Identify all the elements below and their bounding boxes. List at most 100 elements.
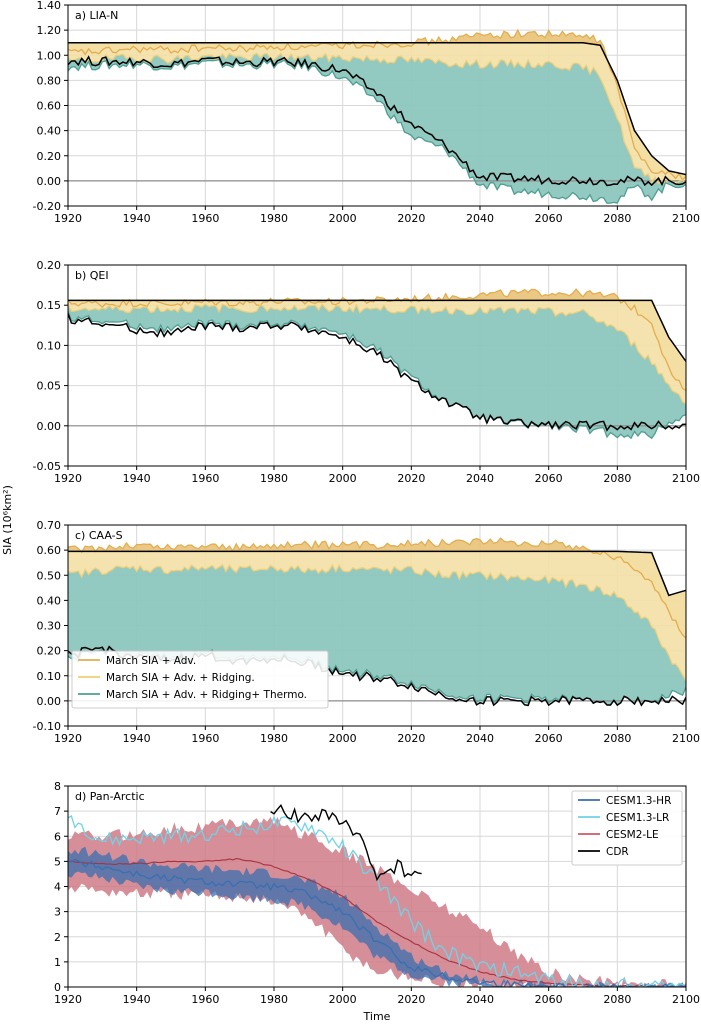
x-tick-label: 1960: [191, 212, 219, 225]
x-tick-label: 1920: [54, 993, 82, 1006]
series-line-ridging: [68, 52, 686, 186]
y-tick-label: 8: [54, 780, 61, 793]
panel-3: 1920 1940 1960 1980 2000 2020 2040 2060 2080 2100…: [54, 780, 700, 1006]
x-tick-label: 2020: [397, 993, 425, 1006]
band-thermo: [68, 303, 686, 439]
band-thermo: [68, 564, 686, 706]
series-line-adv: [68, 537, 686, 639]
x-tick-label: 1960: [191, 472, 219, 485]
y-tick-label: 0.00: [37, 695, 62, 708]
x-tick-label: 2100: [672, 993, 700, 1006]
y-tick-label: 0.60: [37, 544, 62, 557]
series-line-ridging: [68, 302, 686, 405]
y-axis-label: SIA (10⁶km²): [1, 485, 14, 555]
x-tick-label: 2060: [535, 993, 563, 1006]
band-ridging: [68, 551, 686, 681]
band-cesm13-hr: [68, 846, 686, 987]
legend-entry: CESM1.3-LR: [606, 812, 669, 824]
series-line-adv: [68, 28, 686, 182]
series-line-cdr: [270, 804, 422, 882]
panel-title: b) QEI: [75, 269, 109, 282]
x-tick-label: 1940: [123, 993, 151, 1006]
y-tick-label: 0.10: [37, 670, 62, 683]
x-tick-label: 2080: [603, 993, 631, 1006]
y-tick-label: 0: [54, 981, 61, 994]
x-tick-label: 1980: [260, 212, 288, 225]
x-tick-label: 2000: [329, 732, 357, 745]
x-tick-label: 1960: [191, 993, 219, 1006]
y-tick-label: -0.10: [33, 720, 61, 733]
y-tick-label: 0.40: [37, 594, 62, 607]
legend: CESM1.3-HR CESM1.3-LR CESM2-LE CDR: [571, 790, 683, 866]
y-tick-label: 0.00: [37, 420, 62, 433]
legend-entry: March SIA + Adv. + Ridging+ Thermo.: [106, 689, 307, 701]
x-tick-label: 2100: [672, 472, 700, 485]
x-tick-label: 1980: [260, 993, 288, 1006]
legend-entry: CDR: [606, 846, 629, 858]
x-tick-label: 2080: [603, 212, 631, 225]
y-tick-label: 0.50: [37, 569, 62, 582]
x-tick-label: 1920: [54, 212, 82, 225]
panel-title: c) CAA-S: [75, 529, 123, 542]
x-tick-label: 2100: [672, 212, 700, 225]
x-tick-label: 2000: [329, 212, 357, 225]
x-tick-label: 2080: [603, 732, 631, 745]
x-tick-label: 2100: [672, 732, 700, 745]
x-axis-label: Time: [363, 1010, 391, 1023]
series-line-max: [68, 550, 686, 597]
y-tick-label: 0.20: [37, 259, 62, 272]
x-tick-label: 2040: [466, 212, 494, 225]
y-tick-label: 0.60: [37, 100, 62, 113]
y-tick-label: 0.00: [37, 175, 62, 188]
x-tick-label: 2060: [535, 732, 563, 745]
y-tick-label: 0.30: [37, 620, 62, 633]
y-tick-label: 2: [54, 931, 61, 944]
plot-area: [68, 288, 686, 440]
y-tick-label: 0.80: [37, 74, 62, 87]
legend-entry: CESM2-LE: [606, 829, 659, 841]
y-tick-label: 3: [54, 906, 61, 919]
y-tick-label: 7: [54, 805, 61, 818]
x-tick-label: 2060: [535, 212, 563, 225]
x-tick-label: 1940: [123, 212, 151, 225]
y-tick-label: 0.40: [37, 125, 62, 138]
x-tick-label: 2020: [397, 212, 425, 225]
x-tick-label: 1960: [191, 732, 219, 745]
series-line-thermo: [68, 58, 686, 204]
x-tick-label: 1920: [54, 472, 82, 485]
x-tick-label: 2040: [466, 472, 494, 485]
x-tick-label: 2020: [397, 472, 425, 485]
legend-entry: March SIA + Adv.: [106, 655, 196, 667]
plot-area: [68, 537, 686, 707]
x-tick-label: 2020: [397, 732, 425, 745]
plot-area: [68, 28, 686, 204]
y-tick-label: 6: [54, 830, 61, 843]
y-tick-label: 0.70: [37, 519, 62, 532]
y-tick-label: 1.00: [37, 49, 62, 62]
series-line-cdr: [68, 313, 686, 432]
y-tick-label: 0.15: [37, 299, 62, 312]
legend: March SIA + Adv. March SIA + Adv. + Ridgi…: [71, 650, 329, 709]
y-tick-label: 0.20: [37, 645, 62, 658]
panel-0: 1920 1940 1960 1980 2000 2020 2040 2060 2080 2100…: [33, 0, 700, 225]
x-tick-label: 1980: [260, 472, 288, 485]
legend-entry: CESM1.3-HR: [606, 795, 671, 807]
x-tick-label: 2000: [329, 472, 357, 485]
y-tick-label: 1.40: [37, 0, 62, 12]
panel-2: 1920 1940 1960 1980 2000 2020 2040 2060 2080 2100…: [33, 519, 700, 745]
band-ridging: [68, 300, 686, 404]
y-tick-label: -0.05: [33, 460, 61, 473]
x-tick-label: 1940: [123, 732, 151, 745]
band-adv: [68, 538, 686, 639]
y-tick-label: 1: [54, 956, 61, 969]
panel-title: d) Pan-Arctic: [75, 790, 145, 803]
axes-frame: [67, 264, 687, 467]
x-tick-label: 2060: [535, 472, 563, 485]
series-line-cesm13-lr: [68, 815, 686, 987]
x-tick-label: 2040: [466, 732, 494, 745]
x-tick-label: 1980: [260, 732, 288, 745]
series-line-cdr: [68, 55, 686, 187]
x-tick-label: 2000: [329, 993, 357, 1006]
x-tick-label: 2040: [466, 993, 494, 1006]
x-tick-label: 1920: [54, 732, 82, 745]
